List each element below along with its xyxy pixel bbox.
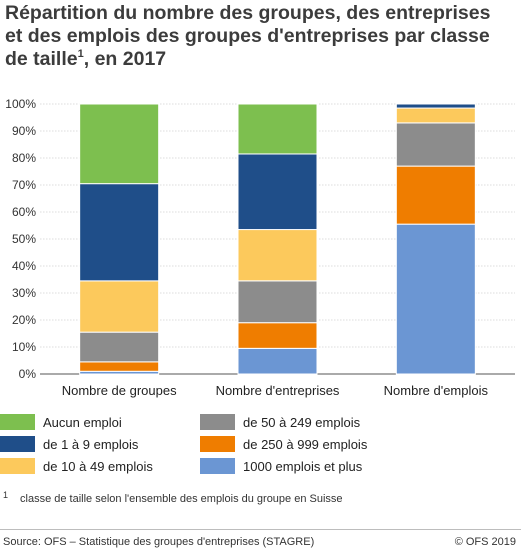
y-tick-label: 100% [5,97,36,111]
bar-segment [79,361,160,372]
legend-swatch [0,414,35,430]
footnote-number: 1 [3,490,9,500]
legend-label: de 50 à 249 emplois [243,414,361,430]
category-label: Nombre d'emplois [384,383,489,398]
legend-item: de 10 à 49 emplois [0,457,153,475]
title-footnote-mark: 1 [77,47,84,60]
bar-segment [79,103,160,185]
y-tick-label: 30% [12,286,36,300]
bar-segment [237,229,318,282]
legend-item: de 250 à 999 emplois [200,435,367,453]
y-tick-label: 70% [12,178,36,192]
bar-segment [395,103,476,109]
bar-segment [79,280,160,333]
y-tick-label: 10% [12,340,36,354]
legend-item: de 1 à 9 emplois [0,435,138,453]
legend-item: Aucun emploi [0,413,122,431]
title-line-2: et des emplois des groupes d'entreprises… [5,25,490,47]
legend-swatch [200,414,235,430]
bar-segment [237,322,318,349]
y-tick-label: 20% [12,313,36,327]
legend-label: 1000 emplois et plus [243,458,363,474]
category-label: Nombre d'entreprises [216,383,340,398]
bar-segment [79,183,160,282]
source-note: Source: OFS – Statistique des groupes d'… [3,536,315,548]
footnote-text: classe de taille selon l'ensemble des em… [20,493,343,505]
title-line-1: Répartition du nombre des groupes, des e… [5,2,491,24]
bar-segment [237,280,318,324]
legend-swatch [0,436,35,452]
legend-item: de 50 à 249 emplois [200,413,360,431]
legend-label: de 250 à 999 emplois [243,436,368,452]
y-tick-label: 40% [12,259,36,273]
title-line-3b: , en 2017 [83,48,167,70]
bar-segment [79,331,160,363]
y-tick-label: 90% [12,124,36,138]
legend-swatch [200,458,235,474]
legend-label: de 1 à 9 emplois [43,436,139,452]
bar-segment [395,122,476,167]
y-tick-label: 0% [19,367,37,381]
legend-swatch [0,458,35,474]
chart-legend: Aucun emploi de 1 à 9 emplois de 10 à 49 e… [0,410,521,480]
legend-swatch [200,436,235,452]
bar-segment [395,223,476,375]
footnote: 1 classe de taille selon l'ensemble des e… [3,490,343,505]
legend-item: 1000 emplois et plus [200,457,362,475]
y-tick-label: 50% [12,232,36,246]
bar-segment [237,153,318,231]
y-tick-label: 60% [12,205,36,219]
footer-divider [0,529,521,530]
bar-segment [237,103,318,155]
bar-segment [395,107,476,124]
category-label: Nombre de groupes [62,383,177,398]
legend-label: Aucun emploi [43,414,122,430]
stacked-bar-chart: 0% 10% 20% 30% 40% 50% 60% 70% 80% 90% 100% Nombre … [5,97,515,398]
legend-label: de 10 à 49 emplois [43,458,153,474]
y-tick-label: 80% [12,151,36,165]
copyright-note: © OFS 2019 [454,536,516,548]
title-line-3a: de taille [5,48,78,70]
bar-segment [395,165,476,225]
bar-segment [237,347,318,375]
chart-title: Répartition du nombre des groupes, des e… [5,2,517,71]
